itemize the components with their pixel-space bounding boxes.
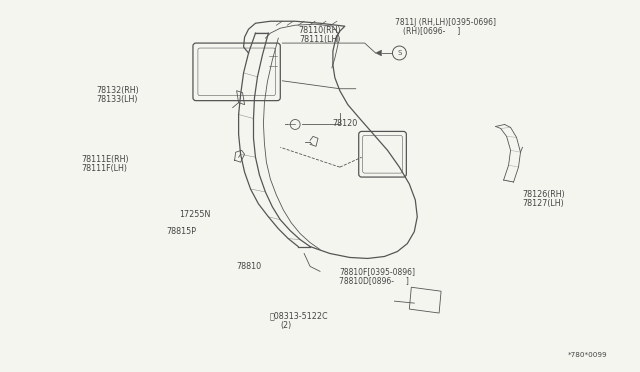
Text: 78133(LH): 78133(LH) <box>97 95 138 104</box>
Text: 78110(RH): 78110(RH) <box>299 26 341 35</box>
Text: 78111E(RH): 78111E(RH) <box>82 155 129 164</box>
Text: 78111(LH): 78111(LH) <box>300 35 340 44</box>
Text: 78815P: 78815P <box>166 227 196 236</box>
Text: 78810F[0395-0896]: 78810F[0395-0896] <box>339 267 415 276</box>
Polygon shape <box>376 50 381 56</box>
Text: 78127(LH): 78127(LH) <box>522 199 564 208</box>
Text: 7811J (RH,LH)[0395-0696]: 7811J (RH,LH)[0395-0696] <box>395 18 496 27</box>
Text: 78810: 78810 <box>236 262 261 271</box>
Text: S: S <box>397 50 401 56</box>
Text: 17255N: 17255N <box>179 210 211 219</box>
Text: Ⓢ08313-5122C: Ⓢ08313-5122C <box>269 311 328 320</box>
Text: 78126(RH): 78126(RH) <box>522 190 564 199</box>
Text: (RH)[0696-     ]: (RH)[0696- ] <box>403 27 460 36</box>
Text: 78810D[0896-     ]: 78810D[0896- ] <box>339 276 409 285</box>
Text: 78111F(LH): 78111F(LH) <box>82 164 128 173</box>
Text: 78132(RH): 78132(RH) <box>97 86 139 94</box>
Text: *780*0099: *780*0099 <box>568 352 607 358</box>
Text: 78120: 78120 <box>333 119 358 128</box>
Text: (2): (2) <box>280 321 292 330</box>
